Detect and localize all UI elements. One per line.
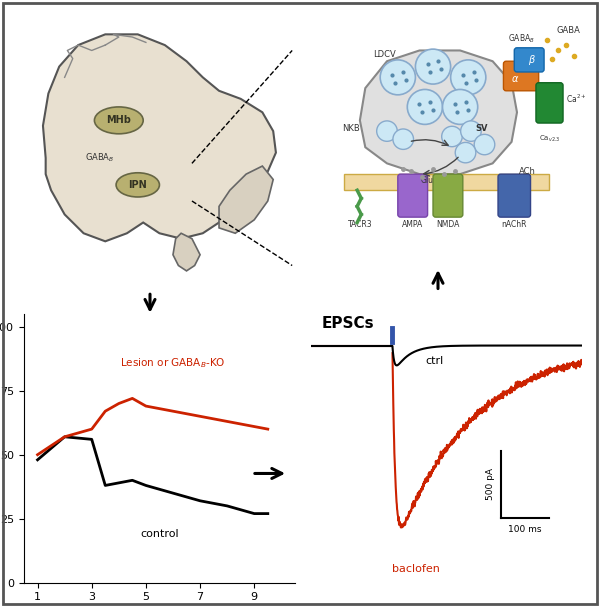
Circle shape: [393, 129, 413, 149]
Circle shape: [474, 134, 495, 155]
Polygon shape: [360, 50, 517, 174]
Circle shape: [442, 89, 478, 124]
Polygon shape: [173, 233, 200, 271]
Text: ctrl: ctrl: [425, 356, 443, 366]
Text: NMDA: NMDA: [436, 220, 460, 229]
Text: LDCV: LDCV: [373, 50, 395, 58]
Circle shape: [377, 121, 397, 141]
Text: Lesion or GABA$_B$-KO: Lesion or GABA$_B$-KO: [120, 356, 226, 370]
Ellipse shape: [94, 107, 143, 134]
Text: $\alpha$: $\alpha$: [511, 73, 520, 84]
Text: 100 ms: 100 ms: [508, 524, 542, 534]
Text: Ca$_{v2.3}$: Ca$_{v2.3}$: [539, 134, 560, 144]
Text: MHb: MHb: [106, 115, 131, 126]
FancyBboxPatch shape: [398, 174, 428, 217]
Circle shape: [380, 60, 415, 95]
Text: 500 pA: 500 pA: [487, 469, 496, 500]
Text: EPSCs: EPSCs: [322, 316, 374, 331]
Ellipse shape: [116, 173, 160, 197]
Circle shape: [442, 126, 462, 147]
Text: GABA: GABA: [557, 26, 580, 35]
Polygon shape: [219, 166, 273, 233]
Text: TACR3: TACR3: [347, 220, 372, 229]
Text: baclofen: baclofen: [392, 564, 440, 574]
Circle shape: [407, 89, 443, 124]
Text: AMPA: AMPA: [402, 220, 424, 229]
Text: NKB: NKB: [342, 124, 360, 133]
FancyBboxPatch shape: [514, 48, 544, 72]
Circle shape: [461, 121, 481, 141]
FancyBboxPatch shape: [503, 61, 539, 91]
Circle shape: [455, 143, 476, 163]
Text: nAChR: nAChR: [502, 220, 527, 229]
Text: SV: SV: [476, 124, 488, 133]
FancyBboxPatch shape: [536, 83, 563, 123]
Text: control: control: [140, 529, 179, 539]
Polygon shape: [43, 35, 276, 242]
Text: GABA$_B$: GABA$_B$: [85, 152, 115, 164]
FancyBboxPatch shape: [498, 174, 530, 217]
Text: ACh: ACh: [520, 167, 536, 176]
Text: Ca$^{2+}$: Ca$^{2+}$: [566, 93, 586, 105]
Text: GABA$_B$: GABA$_B$: [508, 33, 535, 45]
Circle shape: [451, 60, 486, 95]
Bar: [344, 174, 550, 190]
Text: Glu: Glu: [421, 177, 434, 185]
Circle shape: [415, 49, 451, 84]
FancyBboxPatch shape: [433, 174, 463, 217]
Text: IPN: IPN: [128, 180, 147, 190]
Text: $\beta$: $\beta$: [528, 53, 536, 67]
